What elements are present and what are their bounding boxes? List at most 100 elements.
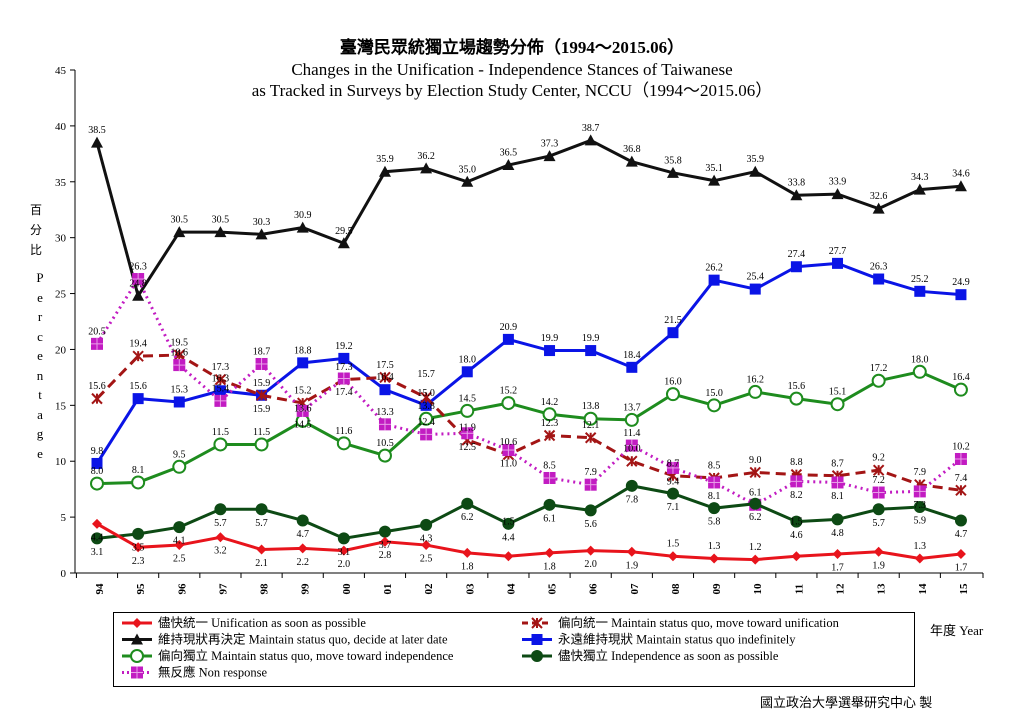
data-label-5: 6.2 — [461, 512, 474, 523]
data-label-5: 5.7 — [872, 518, 885, 529]
data-label-1: 15.2 — [294, 386, 312, 397]
data-label-0: 1.3 — [914, 541, 927, 552]
x-tick-label: 06 — [588, 583, 600, 595]
data-label-3: 15.6 — [129, 381, 147, 392]
data-label-6: 8.5 — [543, 460, 556, 471]
data-label-2: 36.5 — [500, 148, 518, 159]
data-point-3 — [214, 385, 226, 397]
data-label-6: 7.9 — [584, 467, 597, 478]
data-point-2 — [913, 183, 926, 195]
legend-marker — [531, 617, 543, 629]
legend: 儘快統一 Unification as soon as possible 偏向統一… — [113, 612, 915, 687]
series-line-0 — [96, 522, 962, 562]
data-label-0: 1.3 — [708, 541, 721, 552]
data-point-2 — [502, 159, 515, 171]
data-point-0 — [667, 551, 678, 562]
chart-title-zh: 臺灣民眾統獨立場趨勢分佈（1994～2015.06） — [339, 38, 685, 57]
data-label-1: 8.7 — [667, 458, 680, 469]
data-label-2: 33.8 — [788, 178, 806, 189]
legend-svg: 儘快統一 Unification as soon as possible 偏向統一… — [122, 615, 840, 680]
data-point-0 — [873, 546, 884, 557]
data-point-6 — [831, 476, 844, 489]
data-label-5: 3.5 — [132, 542, 145, 553]
data-label-4: 18.0 — [911, 354, 929, 365]
x-tick-label: 00 — [341, 583, 353, 595]
data-point-3 — [832, 257, 844, 269]
data-label-3: 25.2 — [911, 274, 929, 285]
data-point-4 — [460, 403, 475, 418]
data-label-6: 9.4 — [667, 476, 680, 487]
data-point-2 — [461, 175, 474, 187]
data-point-3 — [955, 289, 967, 301]
data-label-4: 11.6 — [335, 426, 352, 437]
data-point-6 — [502, 444, 515, 457]
data-label-1: 8.5 — [708, 460, 721, 471]
legend-item-label: 儘快統一 Unification as soon as possible — [158, 616, 366, 630]
data-point-0 — [791, 551, 802, 562]
data-point-4 — [830, 397, 845, 412]
data-point-2 — [214, 226, 227, 238]
data-point-6 — [790, 475, 803, 488]
data-label-2: 30.9 — [294, 210, 312, 221]
data-point-4 — [254, 437, 269, 452]
x-tick-label: 04 — [505, 583, 517, 595]
data-point-4 — [213, 437, 228, 452]
data-point-2 — [872, 202, 885, 214]
data-label-6: 8.1 — [831, 491, 844, 502]
data-point-2 — [666, 166, 679, 178]
data-label-6: 12.4 — [417, 417, 435, 428]
data-label-5: 4.7 — [296, 529, 309, 540]
data-point-2 — [337, 237, 350, 249]
data-point-4 — [871, 373, 886, 388]
data-label-6: 18.7 — [253, 346, 271, 357]
y-tick-label: 20 — [55, 344, 67, 356]
data-point-2 — [132, 289, 145, 301]
data-point-4 — [624, 412, 639, 427]
legend-item-label: 無反應 Non response — [158, 665, 267, 680]
data-label-1: 17.3 — [212, 362, 230, 373]
data-label-5: 7.8 — [626, 494, 639, 505]
legend-marker — [130, 649, 144, 663]
data-label-0: 2.8 — [379, 550, 392, 561]
data-label-4: 16.2 — [746, 374, 764, 385]
data-label-1: 9.0 — [749, 455, 762, 466]
data-point-3 — [420, 399, 432, 411]
data-point-0 — [133, 542, 144, 553]
data-label-2: 35.9 — [746, 154, 764, 165]
data-point-1 — [132, 350, 144, 362]
data-point-4 — [912, 364, 927, 379]
data-label-3: 19.9 — [582, 333, 600, 344]
data-point-6 — [296, 404, 309, 417]
data-point-4 — [377, 448, 392, 463]
data-label-1: 11.9 — [459, 422, 476, 433]
data-label-6: 7.2 — [872, 475, 885, 486]
data-label-3: 27.7 — [829, 246, 847, 257]
data-point-5 — [378, 525, 391, 538]
data-point-4 — [542, 407, 557, 422]
data-label-0: 3.2 — [214, 546, 227, 557]
data-label-2: 29.5 — [335, 226, 353, 237]
data-point-5 — [625, 479, 638, 492]
data-label-5: 6.2 — [749, 512, 762, 523]
data-label-2: 38.5 — [88, 125, 106, 136]
data-point-0 — [92, 518, 102, 529]
data-point-1 — [420, 391, 432, 404]
data-label-0: 1.7 — [955, 562, 968, 573]
data-point-4 — [501, 396, 516, 411]
data-point-6 — [913, 485, 926, 498]
data-point-3 — [585, 345, 597, 357]
data-label-1: 12.1 — [582, 420, 600, 431]
data-label-1: 8.7 — [831, 458, 844, 469]
data-point-2 — [749, 165, 762, 177]
chart-title-en-1: Changes in the Unification - Independenc… — [291, 60, 733, 79]
data-point-0 — [215, 532, 226, 543]
data-label-2: 35.8 — [664, 155, 682, 166]
data-point-3 — [790, 261, 802, 273]
data-label-5: 4.3 — [420, 533, 433, 544]
legend-item-label: 偏向統一 Maintain status quo, move toward un… — [558, 615, 840, 630]
data-label-4: 14.5 — [459, 393, 477, 404]
data-point-6 — [173, 359, 186, 372]
data-point-4 — [583, 411, 598, 426]
x-tick-label: 03 — [464, 583, 476, 595]
data-label-5: 5.8 — [708, 517, 721, 528]
